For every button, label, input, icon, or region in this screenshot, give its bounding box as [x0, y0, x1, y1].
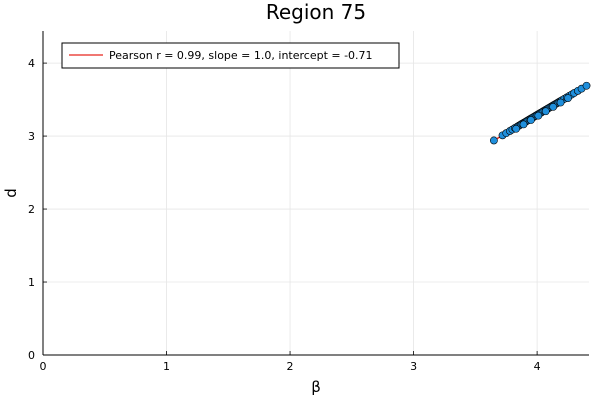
scatter-points [489, 81, 591, 145]
data-point [549, 102, 558, 111]
x-axis-label: β [311, 378, 321, 396]
axes [42, 31, 589, 356]
legend-label: Pearson r = 0.99, slope = 1.0, intercept… [109, 49, 373, 62]
data-point [527, 116, 535, 124]
x-tick-label: 4 [534, 360, 541, 373]
y-tick-label: 2 [28, 203, 35, 216]
y-tick-label: 4 [28, 57, 35, 70]
x-tick-label: 1 [163, 360, 170, 373]
chart-title: Region 75 [266, 0, 366, 24]
data-point [541, 107, 550, 116]
y-tick-label: 3 [28, 130, 35, 143]
data-point [512, 124, 521, 133]
grid [42, 31, 589, 356]
y-tick-label: 1 [28, 276, 35, 289]
y-axis-label: d [2, 188, 20, 198]
legend: Pearson r = 0.99, slope = 1.0, intercept… [61, 42, 400, 69]
tick-labels: 0 1 2 3 4 0 1 2 3 4 [28, 57, 541, 373]
data-point [582, 81, 591, 90]
data-point [534, 111, 543, 120]
x-tick-label: 2 [287, 360, 294, 373]
data-point [564, 94, 572, 103]
legend-box [61, 42, 400, 69]
data-point [489, 136, 498, 145]
data-point [519, 120, 528, 129]
x-tick-label: 0 [40, 360, 47, 373]
data-point [556, 98, 565, 107]
y-tick-label: 0 [28, 349, 35, 362]
x-tick-label: 3 [410, 360, 417, 373]
